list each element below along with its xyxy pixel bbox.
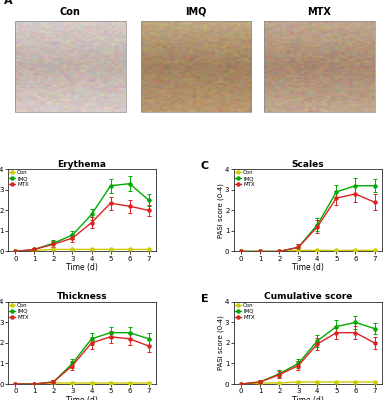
X-axis label: Time (d): Time (d) bbox=[292, 396, 324, 400]
Title: Thickness: Thickness bbox=[57, 292, 107, 301]
Text: A: A bbox=[4, 0, 13, 6]
Bar bbox=[264, 21, 375, 112]
X-axis label: Time (d): Time (d) bbox=[66, 396, 98, 400]
Legend: Con, IMQ, MTX: Con, IMQ, MTX bbox=[8, 302, 29, 320]
Title: Erythema: Erythema bbox=[58, 160, 107, 168]
Legend: Con, IMQ, MTX: Con, IMQ, MTX bbox=[234, 302, 255, 320]
Text: E: E bbox=[201, 294, 208, 304]
Text: MTX: MTX bbox=[308, 7, 331, 17]
Text: C: C bbox=[201, 161, 209, 171]
Title: Cumulative score: Cumulative score bbox=[264, 292, 352, 301]
Bar bbox=[15, 21, 126, 112]
Title: Scales: Scales bbox=[291, 160, 324, 168]
Text: Con: Con bbox=[60, 7, 81, 17]
X-axis label: Time (d): Time (d) bbox=[292, 263, 324, 272]
Legend: Con, IMQ, MTX: Con, IMQ, MTX bbox=[8, 170, 29, 188]
Y-axis label: PASI score (0-4): PASI score (0-4) bbox=[217, 183, 223, 238]
Y-axis label: PASI score (0-4): PASI score (0-4) bbox=[217, 316, 223, 370]
X-axis label: Time (d): Time (d) bbox=[66, 263, 98, 272]
Text: IMQ: IMQ bbox=[185, 7, 207, 17]
Bar bbox=[141, 21, 251, 112]
Legend: Con, IMQ, MTX: Con, IMQ, MTX bbox=[234, 170, 255, 188]
